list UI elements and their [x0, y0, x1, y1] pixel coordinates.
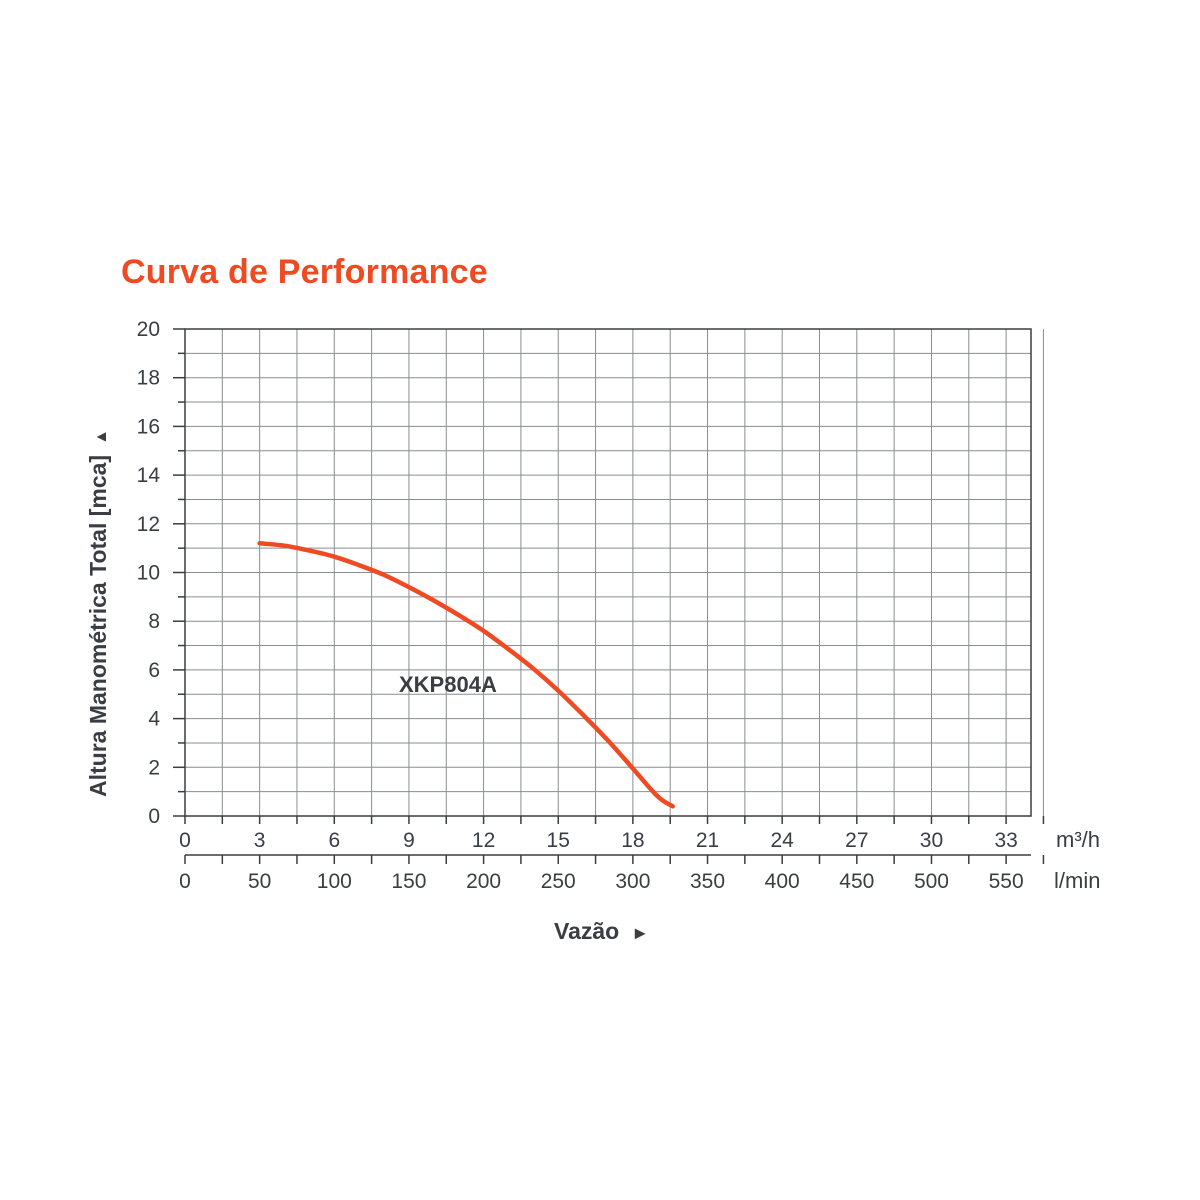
x-secondary-tick-label: 0 [179, 870, 191, 893]
x-primary-tick-label: 33 [994, 829, 1017, 852]
y-axis-arrow-icon: ▲ [93, 429, 110, 445]
y-tick-label: 20 [137, 318, 160, 341]
y-axis-title-text: Altura Manométrica Total [mca] [85, 455, 111, 797]
series-line-xkp804a [257, 541, 675, 809]
y-tick-label: 10 [137, 562, 160, 585]
chart-title: Curva de Performance [121, 253, 488, 291]
x-primary-tick-label: 18 [621, 829, 644, 852]
tick-marks [173, 328, 1045, 864]
y-tick-label: 4 [148, 708, 160, 731]
x-secondary-tick-label: 500 [914, 870, 949, 893]
grid-lines [184, 328, 1044, 817]
y-tick-label: 0 [148, 805, 160, 828]
x-primary-unit-label: m³/h [1056, 827, 1100, 852]
y-tick-label: 14 [137, 464, 161, 487]
x-axis-arrow-icon: ► [631, 923, 649, 943]
series-lines: XKP804A [257, 541, 675, 809]
x-secondary-tick-label: 50 [248, 870, 271, 893]
x-primary-tick-label: 12 [472, 829, 495, 852]
x-secondary-unit-label: l/min [1054, 868, 1100, 893]
y-tick-label: 2 [148, 756, 160, 779]
x-primary-tick-label: 24 [770, 829, 794, 852]
y-tick-label: 16 [137, 415, 160, 438]
x-primary-tick-label: 21 [696, 829, 719, 852]
series-label: XKP804A [399, 672, 497, 697]
x-axis-title: Vazão ► [554, 918, 649, 944]
x-secondary-tick-label: 150 [391, 870, 426, 893]
x-secondary-tick-label: 350 [690, 870, 725, 893]
x-primary-tick-label: 30 [920, 829, 943, 852]
x-secondary-tick-label: 450 [839, 870, 874, 893]
x-secondary-tick-label: 250 [541, 870, 576, 893]
x-secondary-tick-label: 100 [317, 870, 352, 893]
x-secondary-tick-label: 300 [615, 870, 650, 893]
x-axis-title-text: Vazão [554, 918, 619, 944]
y-tick-label: 8 [148, 610, 160, 633]
x-primary-tick-label: 6 [328, 829, 340, 852]
x-secondary-tick-label: 400 [765, 870, 800, 893]
y-tick-label: 12 [137, 513, 160, 536]
y-axis-title: Altura Manométrica Total [mca] ▲ [85, 429, 111, 797]
x-primary-tick-label: 15 [547, 829, 570, 852]
x-secondary-tick-label: 550 [989, 870, 1024, 893]
x-primary-tick-label: 27 [845, 829, 868, 852]
y-tick-labels: 0 2 4 6 8 10 12 14 16 18 20 [137, 318, 161, 828]
x-secondary-tick-label: 200 [466, 870, 501, 893]
y-tick-label: 18 [137, 367, 160, 390]
x-primary-tick-labels: 0 3 6 9 12 15 18 21 24 27 30 33 [179, 829, 1018, 852]
x-primary-tick-label: 9 [403, 829, 415, 852]
x-secondary-tick-labels: 0 50 100 150 200 250 300 350 400 450 500 550 [179, 870, 1023, 893]
y-tick-label: 6 [148, 659, 160, 682]
x-primary-tick-label: 0 [179, 829, 191, 852]
x-primary-tick-label: 3 [254, 829, 266, 852]
